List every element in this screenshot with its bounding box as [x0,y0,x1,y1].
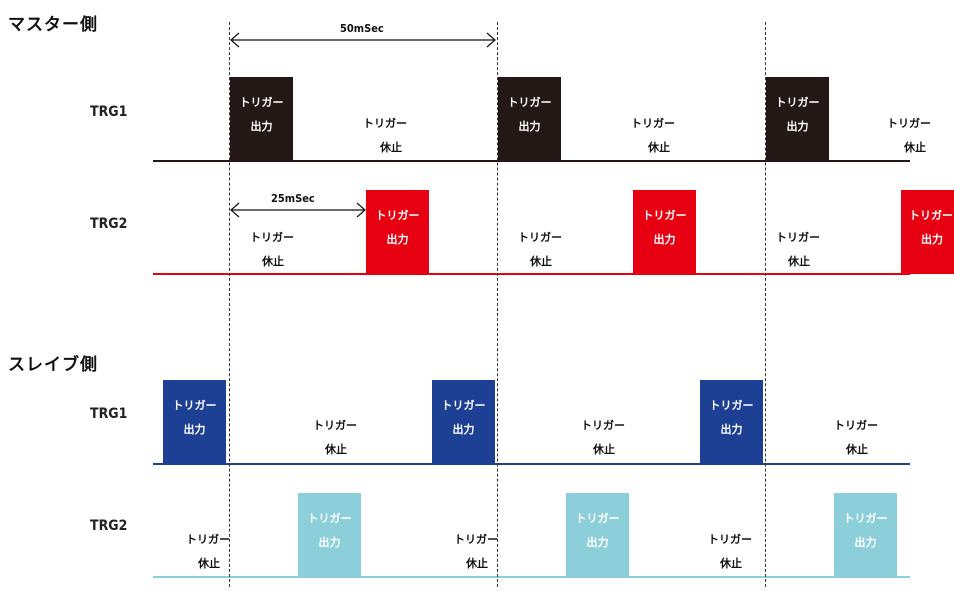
timing-line-1 [229,22,230,587]
pulse-text-line1: トリガー [441,399,486,412]
master-trg2-label: TRG2 [90,216,128,232]
timing-line-2 [497,22,498,587]
pulse-text-line1: トリガー [709,399,754,412]
pulse-text-line1: トリガー [375,209,420,222]
rest-text-line1: トリガー [250,231,294,244]
rest-text-line1: トリガー [454,533,498,546]
slave-trg1-rest-1: トリガー 休止 [313,414,357,462]
slave-trg2-label: TRG2 [90,518,128,534]
pulse-text-line1: トリガー [507,96,552,109]
period-label: 50mSec [340,22,384,35]
master-trg2-rest-2: トリガー 休止 [518,226,562,274]
rest-text-line2: 休止 [720,557,742,570]
rest-text-line2: 休止 [593,443,615,456]
slave-trg2-rest-3: トリガー 休止 [708,528,752,576]
rest-text-line2: 休止 [904,141,926,154]
slave-trg1-rest-2: トリガー 休止 [581,414,625,462]
slave-trg1-pulse-2: トリガー 出力 [432,380,495,464]
slave-trg1-pulse-1: トリガー 出力 [163,380,226,464]
rest-text-line2: 休止 [380,141,402,154]
master-section-title: マスター側 [8,15,98,35]
slave-trg1-baseline [153,463,910,465]
rest-text-line1: トリガー [776,231,820,244]
slave-trg2-rest-1: トリガー 休止 [186,528,230,576]
rest-text-line2: 休止 [198,557,220,570]
slave-trg1-rest-3: トリガー 休止 [834,414,878,462]
pulse-text-line1: トリガー [909,209,953,222]
rest-text-line1: トリガー [631,117,675,130]
slave-trg2-rest-2: トリガー 休止 [454,528,498,576]
pulse-text-line2: 出力 [318,536,341,549]
master-trg2-pulse-1: トリガー 出力 [366,190,429,274]
master-trg1-pulse-3: トリガー 出力 [766,77,829,161]
rest-text-line1: トリガー [363,117,407,130]
pulse-text-line2: 出力 [586,536,609,549]
slave-section-title: スレイブ側 [8,355,98,375]
slave-trg2-baseline [153,576,910,578]
rest-text-line1: トリガー [186,533,230,546]
slave-trg2-pulse-3: トリガー 出力 [834,493,897,577]
master-trg1-label: TRG1 [90,104,128,120]
pulse-text-line1: トリガー [307,512,352,525]
period-arrow-left-head [230,32,240,48]
pulse-text-line1: トリガー [642,209,687,222]
master-trg1-baseline [153,160,910,162]
rest-text-line2: 休止 [788,255,810,268]
rest-text-line1: トリガー [834,419,878,432]
pulse-text-line2: 出力 [854,536,877,549]
pulse-text-line2: 出力 [786,120,809,133]
slave-trg1-pulse-3: トリガー 出力 [700,380,763,464]
rest-text-line2: 休止 [466,557,488,570]
slave-trg2-pulse-2: トリガー 出力 [566,493,629,577]
pulse-text-line1: トリガー [172,399,217,412]
rest-text-line1: トリガー [581,419,625,432]
slave-trg1-label: TRG1 [90,406,128,422]
pulse-text-line2: 出力 [518,120,541,133]
rest-text-line2: 休止 [262,255,284,268]
offset-arrow-right-head [356,202,366,218]
pulse-text-line1: トリガー [239,96,284,109]
master-trg1-rest-1: トリガー 休止 [363,112,407,160]
rest-text-line2: 休止 [648,141,670,154]
master-trg1-rest-3: トリガー 休止 [887,112,931,160]
pulse-text-line2: 出力 [452,423,475,436]
master-trg1-rest-2: トリガー 休止 [631,112,675,160]
master-trg2-pulse-2: トリガー 出力 [633,190,696,274]
rest-text-line2: 休止 [530,255,552,268]
master-trg2-pulse-3: トリガー 出力 [901,190,954,274]
master-trg1-pulse-1: トリガー 出力 [230,77,293,161]
rest-text-line2: 休止 [846,443,868,456]
pulse-text-line1: トリガー [575,512,620,525]
master-trg2-rest-1: トリガー 休止 [250,226,294,274]
slave-trg2-pulse-1: トリガー 出力 [298,493,361,577]
timing-line-3 [765,22,766,587]
rest-text-line1: トリガー [313,419,357,432]
pulse-text-line2: 出力 [386,233,409,246]
offset-arrow-left-head [230,202,240,218]
period-arrow-right-head [486,32,496,48]
offset-label: 25mSec [271,192,315,205]
pulse-text-line1: トリガー [843,512,888,525]
pulse-text-line2: 出力 [720,423,743,436]
rest-text-line2: 休止 [325,443,347,456]
master-trg2-rest-3: トリガー 休止 [776,226,820,274]
pulse-text-line2: 出力 [183,423,206,436]
rest-text-line1: トリガー [708,533,752,546]
pulse-text-line2: 出力 [250,120,273,133]
rest-text-line1: トリガー [887,117,931,130]
pulse-text-line2: 出力 [653,233,676,246]
master-trg1-pulse-2: トリガー 出力 [498,77,561,161]
rest-text-line1: トリガー [518,231,562,244]
pulse-text-line2: 出力 [921,233,943,246]
master-trg2-baseline [153,273,910,275]
pulse-text-line1: トリガー [775,96,820,109]
